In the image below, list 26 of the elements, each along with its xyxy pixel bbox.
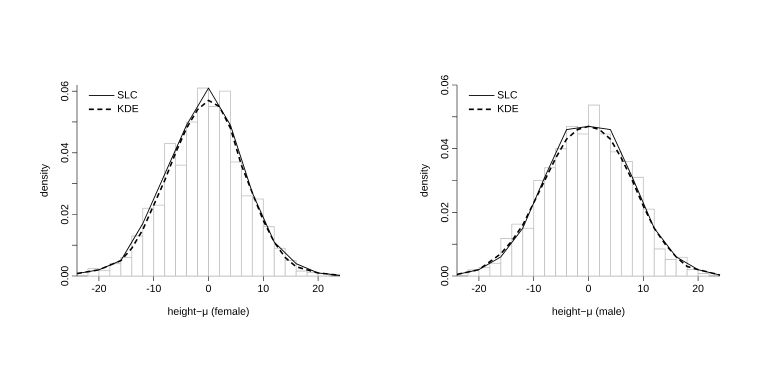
- x-tick-label: -10: [526, 284, 541, 292]
- legend-label: SLC: [498, 91, 518, 99]
- x-tick-label: -10: [146, 284, 161, 292]
- x-axis-title: height−μ (male): [552, 307, 624, 318]
- x-tick-label: 20: [312, 284, 324, 292]
- x-tick-label: 10: [638, 284, 649, 292]
- legend-label: KDE: [498, 104, 518, 112]
- x-tick-label: -20: [92, 284, 106, 292]
- legend-label: SLC: [118, 91, 138, 99]
- x-tick-label: 0: [586, 284, 591, 292]
- y-tick-label: 0.00: [60, 266, 68, 286]
- y-tick-label: 0.04: [60, 142, 68, 163]
- y-axis-title: density: [420, 164, 430, 197]
- y-tick-label: 0.06: [60, 81, 68, 101]
- x-tick-label: 0: [206, 284, 211, 292]
- x-tick-label: 20: [692, 284, 704, 292]
- y-tick-label: 0.00: [440, 266, 448, 286]
- x-tick-label: -20: [472, 284, 486, 292]
- legend-label: KDE: [118, 104, 138, 112]
- y-tick-label: 0.06: [440, 75, 448, 95]
- x-tick-label: 10: [258, 284, 269, 292]
- y-tick-label: 0.04: [440, 138, 448, 158]
- y-tick-label: 0.02: [440, 202, 448, 222]
- y-tick-label: 0.02: [60, 204, 68, 224]
- y-axis-title: density: [40, 164, 50, 197]
- x-axis-title: height−μ (female): [168, 307, 249, 318]
